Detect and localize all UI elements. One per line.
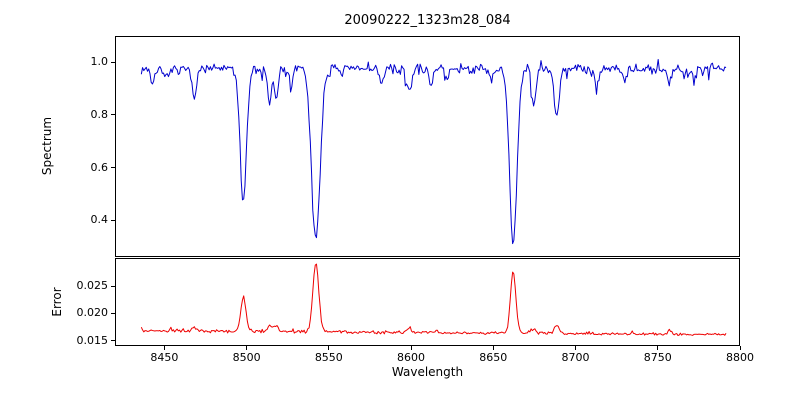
x-tick (492, 346, 494, 350)
y-tick-label: 1.0 (90, 55, 109, 69)
error-plot-panel (115, 258, 740, 346)
error-axes-frame (115, 258, 740, 346)
y-tick (111, 61, 115, 63)
x-tick-label: 8650 (479, 351, 508, 364)
x-tick-label: 8750 (643, 351, 672, 364)
x-tick (328, 346, 330, 350)
x-axis-label: Wavelength (391, 365, 464, 379)
y-tick (111, 285, 115, 287)
x-tick-label: 8700 (561, 351, 590, 364)
x-tick-label: 8450 (150, 351, 179, 364)
y-tick (111, 167, 115, 169)
x-tick (410, 346, 412, 350)
y-tick-label: 0.6 (90, 160, 109, 174)
x-tick-label: 8500 (232, 351, 261, 364)
spectrum-plot-panel (115, 36, 740, 257)
spectrum-axes-frame (115, 36, 740, 257)
y-axis-label-spectrum: Spectrum (40, 116, 54, 176)
y-tick-label: 0.020 (76, 306, 109, 320)
x-tick (739, 346, 741, 350)
x-tick (575, 346, 577, 350)
y-tick (111, 219, 115, 221)
y-tick-label: 0.4 (90, 213, 109, 227)
x-tick-label: 8800 (726, 351, 754, 364)
x-tick (246, 346, 248, 350)
x-tick (163, 346, 165, 350)
spectrum-line (140, 58, 727, 245)
y-tick (111, 114, 115, 116)
y-tick-label: 0.015 (76, 333, 109, 347)
error-line (140, 263, 727, 336)
y-tick (111, 312, 115, 314)
x-tick-label: 8600 (397, 351, 426, 364)
x-tick-label: 8550 (314, 351, 343, 364)
y-tick (111, 340, 115, 342)
y-tick-label: 0.025 (76, 279, 109, 293)
y-tick-label: 0.8 (90, 107, 109, 121)
chart-title: 20090222_1323m28_084 (344, 13, 511, 28)
x-tick (657, 346, 659, 350)
